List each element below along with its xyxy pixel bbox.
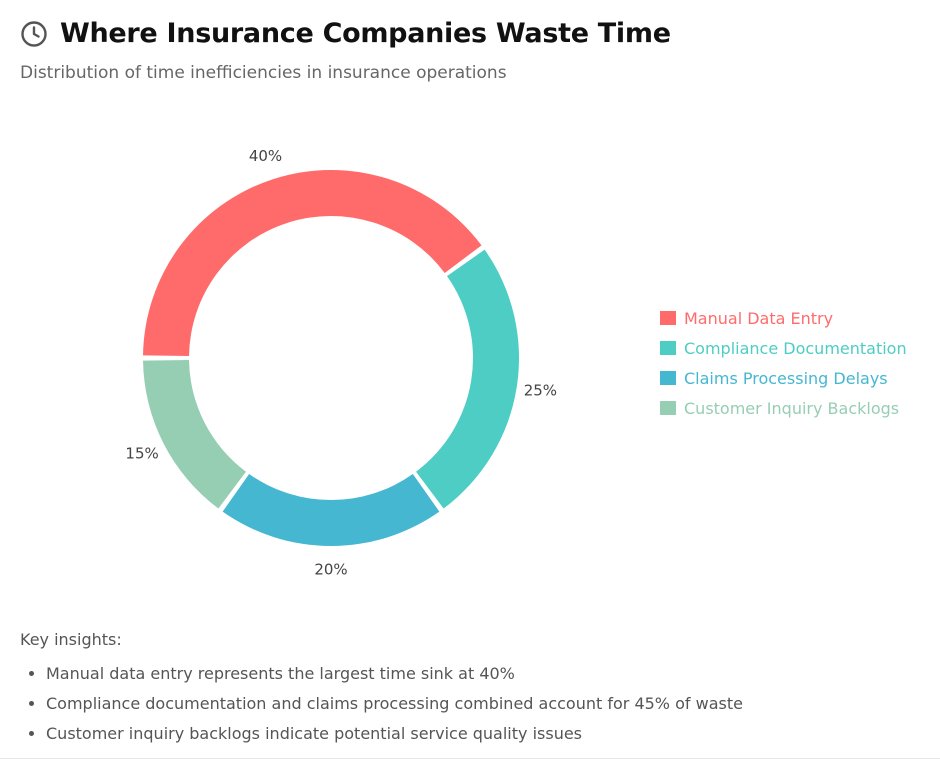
donut-segment-manual-data-entry[interactable] (143, 169, 482, 357)
key-insights: Key insights: Manual data entry represen… (20, 630, 920, 749)
legend-item[interactable]: Manual Data Entry (660, 303, 907, 333)
donut-chart: 40% 25% 20% 15% (125, 147, 557, 579)
chart-legend: Manual Data Entry Compliance Documentatio… (660, 303, 907, 423)
data-label: 20% (314, 561, 347, 579)
legend-item[interactable]: Claims Processing Delays (660, 363, 907, 393)
chart-header: Where Insurance Companies Waste Time (20, 18, 671, 49)
data-label: 40% (249, 147, 282, 165)
data-label: 15% (125, 445, 158, 463)
donut-segment-compliance-documentation[interactable] (416, 249, 519, 509)
legend-label: Manual Data Entry (684, 308, 834, 328)
legend-item[interactable]: Compliance Documentation (660, 333, 907, 363)
legend-label: Customer Inquiry Backlogs (684, 398, 900, 418)
chart-title: Where Insurance Companies Waste Time (60, 18, 671, 49)
insight-item: Compliance documentation and claims proc… (46, 689, 920, 719)
legend-swatch (660, 401, 676, 415)
insights-title: Key insights: (20, 630, 122, 649)
insight-item: Customer inquiry backlogs indicate poten… (46, 719, 920, 749)
donut-segment-customer-inquiry-backlogs[interactable] (143, 359, 246, 509)
donut-segment-claims-processing-delays[interactable] (222, 474, 440, 546)
legend-label: Claims Processing Delays (684, 368, 888, 388)
insight-item: Manual data entry represents the largest… (46, 659, 920, 689)
legend-swatch (660, 311, 676, 325)
legend-swatch (660, 371, 676, 385)
clock-icon (21, 20, 47, 47)
legend-label: Compliance Documentation (684, 338, 907, 358)
legend-item[interactable]: Customer Inquiry Backlogs (660, 393, 907, 423)
legend-swatch (660, 341, 676, 355)
chart-subtitle: Distribution of time inefficiencies in i… (20, 63, 507, 83)
insights-list: Manual data entry represents the largest… (20, 659, 920, 749)
data-label: 25% (524, 382, 557, 400)
